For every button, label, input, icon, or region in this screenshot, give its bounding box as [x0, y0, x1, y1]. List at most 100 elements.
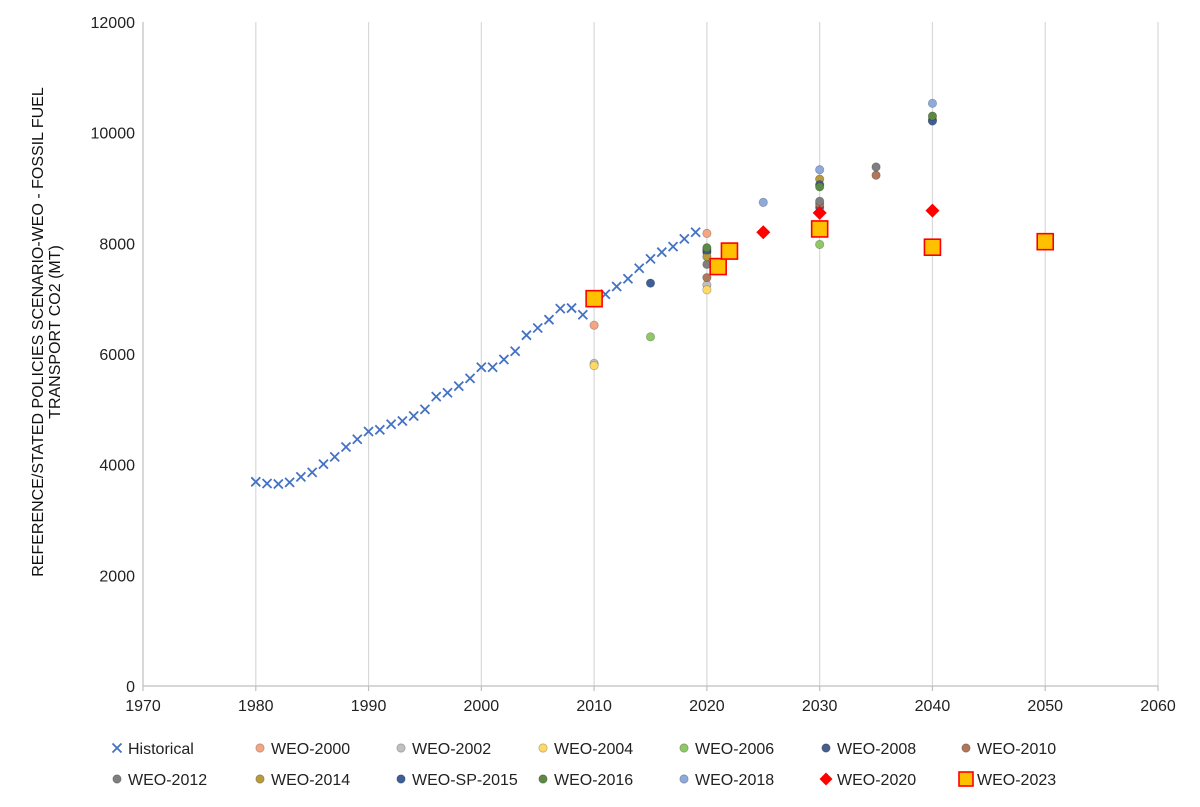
weo-2016-point: [702, 243, 712, 253]
x-marker-stroke: [442, 387, 453, 398]
legend-marker: [958, 771, 974, 787]
legend-marker: [821, 743, 831, 753]
x-marker-stroke: [622, 273, 634, 284]
historical-point: [521, 330, 532, 341]
y-tick-label: 4000: [99, 458, 135, 475]
legend-item-weo-2012: WEO-2012: [112, 772, 207, 789]
x-marker-stroke: [340, 441, 352, 453]
weo-2023-point: [810, 220, 829, 238]
legend-marker: [679, 774, 689, 784]
x-marker-stroke: [374, 424, 385, 435]
y-axis-title-line: TRANSPORT CO2 (MT): [47, 245, 64, 419]
historical-point: [431, 391, 442, 402]
weo-2023-point: [1036, 232, 1055, 251]
legend-label: WEO-2012: [128, 772, 207, 789]
y-axis-title: REFERENCE/STATED POLICIES SCENARIO-WEO -…: [30, 87, 64, 577]
x-marker-stroke: [645, 253, 656, 264]
historical-point: [667, 241, 679, 252]
y-tick-label: 12000: [91, 15, 136, 32]
historical-point: [408, 410, 419, 422]
x-marker-stroke: [261, 478, 273, 489]
legend-item-weo-2023: WEO-2023: [958, 771, 1056, 789]
historical-point: [363, 426, 374, 437]
x-marker-stroke: [510, 346, 521, 357]
x-marker-stroke: [111, 742, 123, 754]
historical-point: [284, 477, 295, 488]
y-tick-label: 10000: [91, 126, 136, 143]
legend-item-weo-2020: WEO-2020: [819, 772, 916, 789]
x-marker-stroke: [419, 404, 431, 415]
x-marker-stroke: [634, 263, 645, 274]
legend-item-weo-2004: WEO-2004: [538, 741, 633, 758]
x-marker-stroke: [611, 281, 622, 292]
x-marker-stroke: [577, 309, 588, 320]
x-marker-stroke: [543, 314, 555, 325]
y-tick-label: 6000: [99, 347, 135, 364]
legend-marker: [679, 743, 689, 753]
x-marker-stroke: [385, 419, 397, 430]
x-tick-label: 2060: [1140, 698, 1176, 715]
weo-2010-point: [702, 273, 712, 283]
legend-item-historical: Historical: [111, 741, 194, 758]
legend-marker: [538, 774, 548, 784]
x-marker-stroke: [476, 362, 487, 373]
x-marker-stroke: [690, 227, 701, 238]
weo-2018-point: [927, 98, 938, 108]
x-tick-label: 2000: [464, 698, 500, 715]
x-marker-stroke: [566, 302, 577, 314]
weo-2023-point: [720, 242, 739, 260]
legend-marker: [396, 743, 406, 753]
x-marker-stroke: [555, 303, 566, 314]
legend-item-weo-sp-2015: WEO-SP-2015: [396, 772, 518, 789]
legend-label: WEO-2020: [837, 772, 916, 789]
x-tick-label: 1980: [238, 698, 274, 715]
x-tick-label: 2050: [1027, 698, 1063, 715]
historical-point: [487, 362, 498, 373]
legend-marker: [961, 743, 971, 753]
weo-2004-point: [702, 285, 712, 295]
weo-2016-point: [927, 111, 938, 121]
y-axis-label: REFERENCE/STATED POLICIES SCENARIO-WEO -…: [30, 87, 64, 577]
weo-2020-point: [812, 205, 827, 220]
legend-item-weo-2000: WEO-2000: [255, 741, 350, 758]
x-marker-stroke: [397, 415, 408, 427]
x-marker-stroke: [656, 247, 667, 258]
historical-point: [352, 434, 363, 445]
legend-item-weo-2006: WEO-2006: [679, 741, 774, 758]
x-marker-stroke: [532, 322, 543, 334]
historical-point: [645, 253, 656, 264]
x-marker-stroke: [363, 426, 374, 437]
historical-point: [329, 451, 340, 463]
y-tick-label: 0: [126, 679, 135, 696]
legend-item-weo-2016: WEO-2016: [538, 772, 633, 789]
x-marker-stroke: [352, 434, 363, 445]
weo-2006-point: [815, 239, 825, 250]
y-axis-title-line: REFERENCE/STATED POLICIES SCENARIO-WEO -…: [30, 87, 47, 577]
historical-point: [622, 273, 634, 284]
x-tick-label: 1970: [125, 698, 161, 715]
historical-point: [656, 247, 667, 258]
y-tick-label: 8000: [99, 236, 135, 253]
legend-label: WEO-2008: [837, 741, 916, 758]
legend-label: WEO-2016: [554, 772, 633, 789]
x-marker-stroke: [453, 380, 464, 392]
x-marker-stroke: [307, 467, 318, 478]
historical-point: [453, 380, 464, 392]
x-marker-stroke: [667, 241, 679, 252]
historical-point: [442, 387, 453, 398]
axes: [142, 22, 1158, 687]
historical-point: [611, 281, 622, 292]
x-tick-label: 2010: [576, 698, 612, 715]
legend-item-weo-2002: WEO-2002: [396, 741, 491, 758]
legend-marker: [255, 774, 265, 784]
x-tick-label: 1990: [351, 698, 387, 715]
legend-label: Historical: [128, 741, 194, 758]
x-marker-stroke: [329, 451, 340, 463]
legend-label: WEO-2014: [271, 772, 350, 789]
x-axis-ticks: 1970 1980 1990 2000 2010 2020 2030 2040 2050 2060: [125, 686, 1176, 715]
historical-point: [476, 362, 487, 373]
weo-2012-point: [871, 162, 881, 172]
legend-label: WEO-2000: [271, 741, 350, 758]
x-marker-stroke: [273, 478, 284, 490]
